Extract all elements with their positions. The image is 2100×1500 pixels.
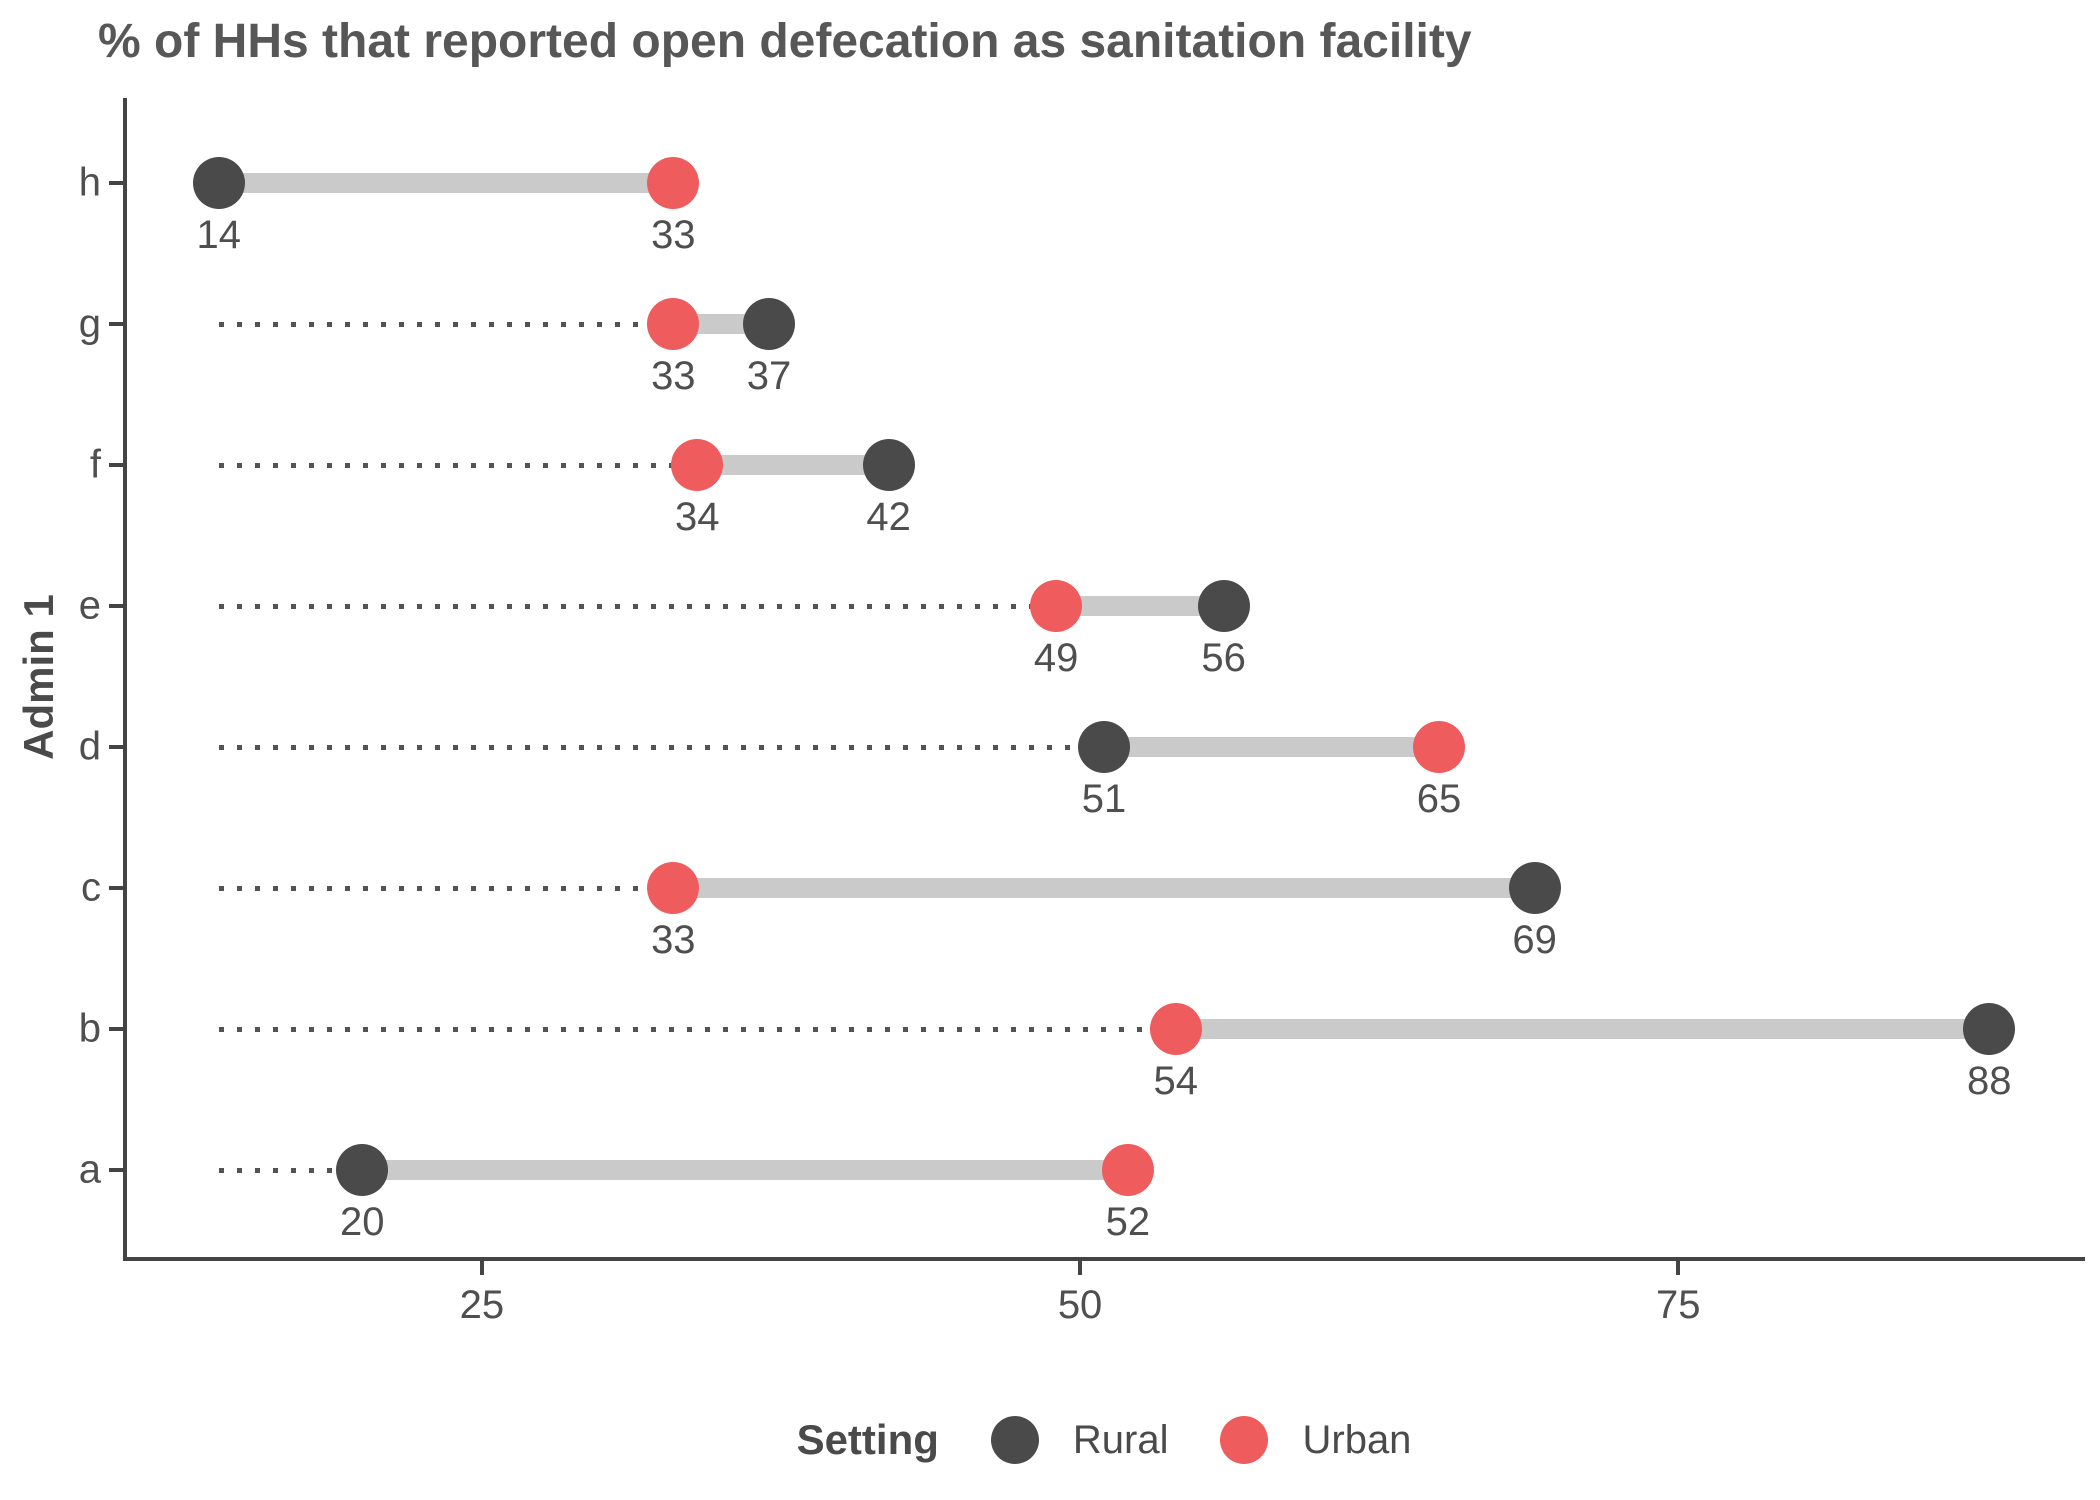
y-tick: [109, 1027, 123, 1031]
legend-label-rural: Rural: [1072, 1417, 1169, 1462]
dumbbell-connector: [1056, 596, 1224, 616]
value-label-urban: 65: [1416, 777, 1462, 821]
dot-rural: [1197, 580, 1250, 632]
value-label-urban: 33: [651, 213, 696, 257]
dot-urban: [1149, 1003, 1202, 1055]
legend-swatch-rural-icon: [990, 1416, 1039, 1464]
category-label: e: [78, 583, 101, 628]
value-label-rural: 56: [1201, 636, 1246, 680]
leader-line: [218, 604, 1057, 609]
y-tick: [109, 1168, 123, 1172]
leader-line: [218, 745, 1104, 750]
dumbbell-connector: [1104, 737, 1439, 757]
dot-urban: [1030, 580, 1083, 632]
value-label-rural: 14: [196, 213, 241, 257]
x-tick: [1078, 1261, 1083, 1275]
dumbbell-connector: [697, 455, 889, 475]
value-label-urban: 52: [1105, 1200, 1151, 1244]
x-tick-label: 50: [1057, 1283, 1103, 1327]
y-axis-title: Admin 1: [15, 594, 62, 760]
legend-item-rural: Rural: [990, 1416, 1169, 1464]
chart-title: % of HHs that reported open defecation a…: [98, 15, 1472, 68]
y-tick: [109, 181, 123, 185]
value-label-urban: 49: [1033, 636, 1079, 680]
y-tick: [109, 745, 123, 749]
leader-line: [218, 1027, 1176, 1032]
y-tick: [109, 886, 123, 890]
category-label: h: [78, 160, 101, 205]
category-label: c: [81, 865, 101, 910]
dot-urban: [647, 157, 700, 209]
dot-rural: [1963, 1003, 2016, 1055]
legend-swatch-urban-icon: [1220, 1416, 1269, 1464]
value-label-rural: 69: [1512, 918, 1557, 962]
y-tick: [109, 322, 123, 326]
leader-line: [218, 886, 674, 891]
value-label-urban: 33: [651, 918, 696, 962]
y-axis-line: [123, 98, 127, 1261]
dumbbell-connector: [1175, 1019, 1990, 1039]
value-label-rural: 88: [1967, 1059, 2012, 1103]
dot-rural: [1078, 721, 1130, 773]
category-label: a: [78, 1147, 101, 1192]
value-label-rural: 51: [1081, 777, 1127, 821]
x-tick-label: 25: [459, 1283, 505, 1327]
dumbbell-connector: [673, 878, 1535, 898]
category-label: b: [78, 1006, 101, 1051]
y-tick: [109, 604, 123, 608]
leader-line: [218, 463, 698, 468]
category-label: f: [89, 442, 101, 487]
dot-urban: [1412, 721, 1465, 773]
x-axis-line: [123, 1257, 2085, 1261]
dot-rural: [862, 439, 915, 491]
dot-rural: [1508, 862, 1561, 914]
dot-urban: [647, 862, 700, 914]
category-label: d: [78, 724, 101, 769]
legend: Setting Rural Urban: [123, 1405, 2085, 1475]
dot-urban: [1101, 1144, 1154, 1196]
x-tick-label: 75: [1655, 1283, 1701, 1327]
dumbbell-connector: [218, 173, 674, 193]
dot-rural: [336, 1144, 389, 1196]
dumbbell-connector: [362, 1160, 1128, 1180]
leader-line: [218, 322, 674, 327]
dot-urban: [647, 298, 700, 350]
dot-rural: [192, 157, 245, 209]
y-tick: [109, 463, 123, 467]
value-label-rural: 37: [746, 354, 792, 398]
value-label-urban: 54: [1153, 1059, 1199, 1103]
legend-label-urban: Urban: [1302, 1417, 1412, 1462]
legend-item-urban: Urban: [1220, 1416, 1411, 1464]
legend-items: Rural Urban: [990, 1416, 1411, 1464]
dot-urban: [671, 439, 724, 491]
dot-rural: [743, 298, 796, 350]
leader-line: [218, 1168, 363, 1173]
legend-title: Setting: [796, 1416, 939, 1463]
plot-panel: h 14 33 g 37 33 f 42 34 e 56 49 d 51 65 c 69 33 b 88 54 a 20 52…: [79, 98, 2085, 1327]
x-tick: [479, 1261, 484, 1275]
value-label-rural: 20: [340, 1200, 385, 1244]
value-label-urban: 34: [674, 495, 720, 539]
x-tick: [1676, 1261, 1681, 1275]
category-label: g: [78, 301, 101, 346]
value-label-urban: 33: [651, 354, 696, 398]
value-label-rural: 42: [866, 495, 911, 539]
